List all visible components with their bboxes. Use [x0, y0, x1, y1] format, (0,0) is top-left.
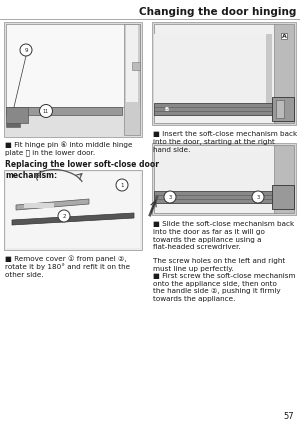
Text: 1: 1 — [120, 182, 124, 187]
Bar — [24, 203, 54, 208]
Bar — [4, 170, 142, 250]
Bar — [124, 24, 140, 135]
Circle shape — [58, 210, 70, 222]
Bar — [4, 22, 142, 137]
Bar — [6, 107, 28, 123]
Text: ■ Slide the soft-close mechanism back
into the door as far as it will go
towards: ■ Slide the soft-close mechanism back in… — [153, 221, 294, 250]
Text: 57: 57 — [284, 412, 294, 421]
Bar — [132, 62, 140, 70]
Text: ■ Remove cover ① from panel ②,
rotate it by 180° and refit it on the
other side.: ■ Remove cover ① from panel ②, rotate it… — [5, 255, 130, 278]
Text: Replacing the lower soft-close door
mechanism:: Replacing the lower soft-close door mech… — [5, 160, 159, 180]
Text: The screw holes on the left and right
must line up perfectly.: The screw holes on the left and right mu… — [153, 258, 285, 272]
Text: Changing the door hinging: Changing the door hinging — [139, 7, 296, 17]
Circle shape — [164, 191, 176, 203]
Text: 9: 9 — [24, 48, 28, 53]
Text: A: A — [282, 34, 286, 39]
Polygon shape — [16, 199, 89, 210]
Bar — [160, 153, 272, 203]
Bar — [272, 185, 294, 209]
Bar — [154, 34, 266, 113]
Bar — [272, 97, 294, 121]
Bar — [126, 25, 138, 102]
Bar — [6, 123, 20, 127]
Bar — [154, 103, 274, 115]
Bar — [154, 191, 274, 203]
Text: 2: 2 — [62, 213, 66, 218]
Polygon shape — [12, 213, 134, 225]
Bar — [154, 145, 276, 213]
Bar — [274, 145, 294, 213]
Text: B: B — [165, 107, 169, 111]
Bar — [154, 24, 276, 123]
Bar — [152, 22, 296, 125]
Circle shape — [40, 105, 52, 117]
Bar — [274, 24, 294, 123]
Circle shape — [116, 179, 128, 191]
Text: 3: 3 — [256, 195, 260, 199]
Circle shape — [252, 191, 264, 203]
Text: ■ First screw the soft-close mechanism
onto the appliance side, then onto
the ha: ■ First screw the soft-close mechanism o… — [153, 273, 296, 302]
Bar — [6, 107, 122, 115]
Text: ■ Fit hinge pin ⑥ into middle hinge
plate ⓿ in the lower door.: ■ Fit hinge pin ⑥ into middle hinge plat… — [5, 141, 133, 156]
Bar — [152, 143, 296, 215]
Text: ■ Insert the soft-close mechanism back
into the door, starting at the right
hand: ■ Insert the soft-close mechanism back i… — [153, 131, 297, 153]
Bar — [276, 100, 284, 118]
Bar — [160, 34, 272, 113]
Text: 11: 11 — [43, 108, 49, 113]
Circle shape — [20, 44, 32, 56]
Bar — [6, 24, 140, 107]
Bar — [6, 172, 140, 248]
Text: 3: 3 — [168, 195, 172, 199]
